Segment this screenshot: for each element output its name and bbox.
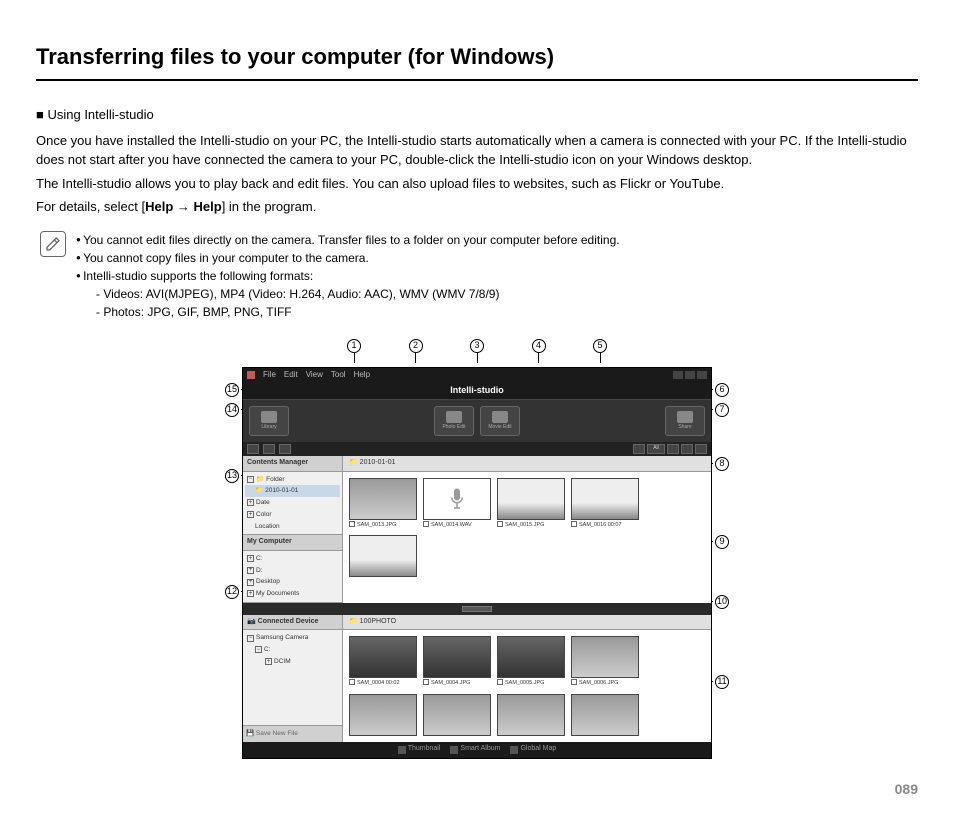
- paragraph-1: Once you have installed the Intelli-stud…: [36, 131, 918, 170]
- menu-edit[interactable]: Edit: [284, 369, 298, 381]
- share-button[interactable]: Share: [665, 406, 705, 436]
- page-title: Transferring files to your computer (for…: [36, 40, 918, 81]
- tree-desktop[interactable]: +Desktop: [245, 576, 340, 588]
- view-opt-3[interactable]: [681, 444, 693, 454]
- main-toolbar: Library Photo Edit Movie Edit Share: [243, 400, 711, 442]
- callout-4: 4: [532, 339, 546, 353]
- note-sub-photos: - Photos: JPG, GIF, BMP, PNG, TIFF: [96, 303, 620, 321]
- save-new-file-button[interactable]: 💾 Save New File: [243, 725, 342, 742]
- thumb-1[interactable]: SAM_0013.JPG: [349, 478, 417, 529]
- tree-d[interactable]: +D:: [245, 565, 340, 577]
- view-opt-1[interactable]: [633, 444, 645, 454]
- callout-13: 13: [225, 469, 239, 483]
- note-item-3: Intelli-studio supports the following fo…: [76, 267, 620, 321]
- menu-view[interactable]: View: [306, 369, 323, 381]
- menu-tool[interactable]: Tool: [331, 369, 346, 381]
- callout-15: 15: [225, 383, 239, 397]
- view-all-button[interactable]: All: [647, 444, 665, 454]
- callout-6: 6: [715, 383, 729, 397]
- view-opt-2[interactable]: [667, 444, 679, 454]
- view-opt-4[interactable]: [695, 444, 707, 454]
- minimize-button[interactable]: [673, 371, 683, 379]
- callout-3: 3: [470, 339, 484, 353]
- photo-edit-button[interactable]: Photo Edit: [434, 406, 474, 436]
- divider-bar[interactable]: [243, 603, 711, 615]
- nav-up-button[interactable]: [279, 444, 291, 454]
- nav-fwd-button[interactable]: [263, 444, 275, 454]
- content-upper: 📁 2010-01-01 SAM_0013.JPG SAM_0014.WAV S…: [343, 456, 711, 603]
- status-smart-album[interactable]: Smart Album: [450, 744, 500, 755]
- tree-date[interactable]: +Date: [245, 497, 340, 509]
- library-button[interactable]: Library: [249, 406, 289, 436]
- note-sub-videos: - Videos: AVI(MJPEG), MP4 (Video: H.264,…: [96, 285, 620, 303]
- menubar: File Edit View Tool Help: [243, 368, 711, 382]
- note-block: You cannot edit files directly on the ca…: [36, 231, 918, 321]
- thumb-b6[interactable]: [423, 694, 491, 736]
- path-bar: All: [243, 442, 711, 456]
- thumb-3[interactable]: SAM_0015.JPG: [497, 478, 565, 529]
- connected-device-header: 📷 Connected Device: [243, 615, 342, 631]
- tree-camera[interactable]: −Samsung Camera: [245, 632, 340, 644]
- sidebar-lower: 📷 Connected Device −Samsung Camera −C: +…: [243, 615, 343, 742]
- thumb-b2[interactable]: SAM_0004.JPG: [423, 636, 491, 687]
- thumb-b7[interactable]: [497, 694, 565, 736]
- note-item-1: You cannot edit files directly on the ca…: [76, 231, 620, 249]
- status-thumbnail[interactable]: Thumbnail: [398, 744, 441, 755]
- callout-2: 2: [409, 339, 423, 353]
- thumb-b1[interactable]: SAM_0004 00:02: [349, 636, 417, 687]
- thumb-4[interactable]: SAM_0016 00:07: [571, 478, 639, 529]
- status-bar: Thumbnail Smart Album Global Map: [243, 742, 711, 758]
- callout-14: 14: [225, 403, 239, 417]
- callout-9: 9: [715, 535, 729, 549]
- callout-5: 5: [593, 339, 607, 353]
- note-item-2: You cannot copy files in your computer t…: [76, 249, 620, 267]
- page-number: 089: [36, 779, 918, 800]
- callout-12: 12: [225, 585, 239, 599]
- content-folder-label: 📁 2010-01-01: [343, 456, 711, 472]
- close-button[interactable]: [697, 371, 707, 379]
- app-window: File Edit View Tool Help Intelli-studio …: [242, 367, 712, 759]
- thumb-5[interactable]: [349, 535, 417, 577]
- tree-cam-c[interactable]: −C:: [245, 644, 340, 656]
- paragraph-2: The Intelli-studio allows you to play ba…: [36, 174, 918, 194]
- paragraph-3: For details, select [Help → Help] in the…: [36, 197, 918, 217]
- tree-color[interactable]: +Color: [245, 509, 340, 521]
- sidebar: Contents Manager −📁Folder 📁2010-01-01 +D…: [243, 456, 343, 603]
- status-global-map[interactable]: Global Map: [510, 744, 556, 755]
- thumb-b8[interactable]: [571, 694, 639, 736]
- tree-location[interactable]: Location: [245, 521, 340, 533]
- contents-manager-header: Contents Manager: [243, 456, 342, 472]
- tree-c[interactable]: +C:: [245, 553, 340, 565]
- nav-back-button[interactable]: [247, 444, 259, 454]
- thumb-b3[interactable]: SAM_0005.JPG: [497, 636, 565, 687]
- callout-11: 11: [715, 675, 729, 689]
- menu-file[interactable]: File: [263, 369, 276, 381]
- tree-date-folder[interactable]: 📁2010-01-01: [245, 485, 340, 497]
- movie-edit-button[interactable]: Movie Edit: [480, 406, 520, 436]
- callout-10: 10: [715, 595, 729, 609]
- callout-1: 1: [347, 339, 361, 353]
- app-icon: [247, 371, 255, 379]
- content-lower-folder: 📁 100PHOTO: [343, 615, 711, 631]
- note-icon: [40, 231, 66, 257]
- callout-8: 8: [715, 457, 729, 471]
- screenshot-figure: 1 2 3 4 5 15 14 13 12 6 7 8 9 10 11 File…: [227, 339, 727, 759]
- thumb-b4[interactable]: SAM_0006.JPG: [571, 636, 639, 687]
- content-lower: 📁 100PHOTO SAM_0004 00:02 SAM_0004.JPG S…: [343, 615, 711, 742]
- section-subtitle: Using Intelli-studio: [36, 105, 918, 125]
- thumb-2[interactable]: SAM_0014.WAV: [423, 478, 491, 529]
- app-logo: Intelli-studio: [243, 382, 711, 401]
- tree-folder[interactable]: −📁Folder: [245, 474, 340, 486]
- tree-dcim[interactable]: +DCIM: [245, 656, 340, 668]
- maximize-button[interactable]: [685, 371, 695, 379]
- thumb-b5[interactable]: [349, 694, 417, 736]
- tree-mydocs[interactable]: +My Documents: [245, 588, 340, 600]
- callout-7: 7: [715, 403, 729, 417]
- menu-help[interactable]: Help: [354, 369, 370, 381]
- my-computer-header: My Computer: [243, 535, 342, 551]
